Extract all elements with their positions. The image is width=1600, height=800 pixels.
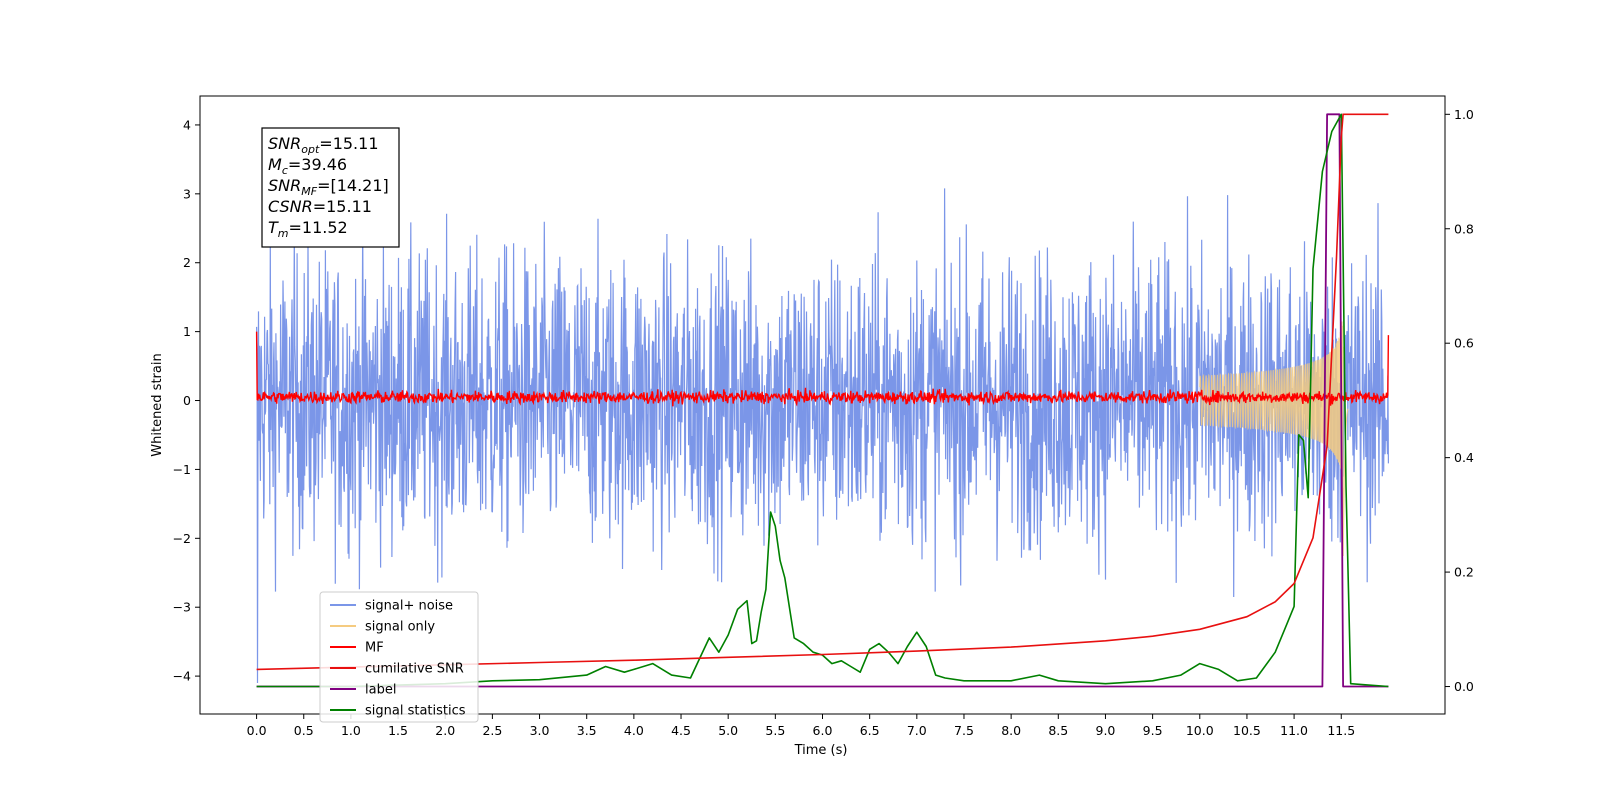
info-value: =11.52 [289, 218, 348, 237]
x-tick-label: 2.0 [435, 723, 455, 738]
x-tick-label: 10.5 [1233, 723, 1261, 738]
info-lines: SNRopt=15.11Mc=39.46SNRMF=[14.21]CSNR=15… [268, 134, 389, 240]
legend-label: MF [365, 641, 384, 656]
legend-label: label [365, 683, 396, 698]
info-symbol: CSNR [268, 197, 313, 216]
x-tick-label: 6.5 [860, 723, 880, 738]
info-subscript: MF [301, 185, 317, 198]
info-symbol: M [268, 155, 282, 174]
info-line: SNRMF=[14.21] [268, 176, 389, 198]
x-tick-label: 7.0 [907, 723, 927, 738]
y2-tick-label: 0.4 [1454, 450, 1474, 465]
x-tick-label: 7.5 [954, 723, 974, 738]
x-tick-label: 9.5 [1143, 723, 1163, 738]
x-tick-label: 1.5 [388, 723, 408, 738]
info-value: =15.11 [319, 134, 378, 153]
legend-label: signal only [365, 620, 435, 635]
y-tick-label: 2 [183, 255, 191, 270]
y2-tick-label: 0.0 [1454, 679, 1474, 694]
legend-label: signal statistics [365, 704, 466, 719]
series-signal-statistics [256, 113, 1389, 688]
y-tick-label: −1 [173, 462, 191, 477]
y-tick-label: 4 [183, 117, 191, 132]
series-signal-noise [256, 188, 1390, 684]
series-label [256, 113, 1389, 688]
x-tick-label: 8.5 [1048, 723, 1068, 738]
x-tick-label: 10.0 [1186, 723, 1214, 738]
info-symbol: T [268, 218, 279, 237]
info-value: =[14.21] [317, 176, 389, 195]
x-tick-label: 0.5 [294, 723, 314, 738]
info-value: =39.46 [288, 155, 347, 174]
series-signal-only [1199, 321, 1349, 557]
y-tick-label: −2 [173, 531, 191, 546]
info-line: SNRopt=15.11 [268, 134, 379, 156]
x-tick-label: 11.0 [1280, 723, 1308, 738]
y-axis-label: Whitened strain [150, 353, 165, 456]
x-axis-label: Time (s) [794, 743, 848, 758]
info-symbol: SNR [268, 176, 301, 195]
info-subscript: c [282, 164, 288, 177]
y2-tick-label: 1.0 [1454, 107, 1474, 122]
y2-tick-label: 0.8 [1454, 221, 1474, 236]
info-box-frame [261, 127, 400, 248]
x-tick-label: 3.5 [577, 723, 597, 738]
series-mf [255, 331, 1390, 407]
info-symbol: SNR [268, 134, 301, 153]
legend-frame [319, 591, 479, 723]
x-tick-label: 5.5 [765, 723, 785, 738]
y2-axis: 1.0 0.8 0.6 0.4 0.2 0.0 [1445, 107, 1474, 694]
x-tick-label: 0.0 [247, 723, 267, 738]
x-tick-label: 4.5 [671, 723, 691, 738]
info-subscript: opt [301, 143, 320, 156]
info-line: CSNR=15.11 [268, 197, 372, 216]
y-tick-label: −4 [173, 669, 191, 684]
legend: signal+ noise signal only MF cumilative SNR… [319, 591, 479, 723]
info-line: Mc=39.46 [268, 155, 347, 177]
x-tick-label: 2.5 [482, 723, 502, 738]
y-axis: 4 3 2 1 0 −1 −2 −3 −4 [173, 117, 200, 684]
series-cumilative-snr [256, 113, 1389, 671]
x-tick-label: 11.5 [1327, 723, 1355, 738]
series-layer [255, 113, 1390, 688]
x-tick-label: 9.0 [1096, 723, 1116, 738]
y-tick-label: 3 [183, 186, 191, 201]
x-tick-label: 1.0 [341, 723, 361, 738]
x-tick-label: 4.0 [624, 723, 644, 738]
legend-label: signal+ noise [365, 599, 453, 614]
y2-tick-label: 0.6 [1454, 336, 1474, 351]
info-value: =15.11 [313, 197, 372, 216]
x-tick-label: 6.0 [813, 723, 833, 738]
y-tick-label: −3 [173, 600, 191, 615]
x-tick-label: 5.0 [718, 723, 738, 738]
x-tick-label: 8.0 [1001, 723, 1021, 738]
y2-tick-label: 0.2 [1454, 565, 1474, 580]
legend-items: signal+ noise signal only MF cumilative SNR… [330, 599, 466, 719]
x-tick-label: 3.0 [530, 723, 550, 738]
info-subscript: m [278, 227, 289, 240]
info-line: Tm=11.52 [268, 218, 348, 240]
y-tick-label: 0 [183, 393, 191, 408]
x-axis: 0.0 0.5 1.0 1.5 2.0 2.5 3.0 3.5 4.0 4.5 5.0 5.5 6.0 6… [247, 714, 1355, 738]
info-box: SNRopt=15.11Mc=39.46SNRMF=[14.21]CSNR=15… [261, 127, 400, 248]
y-tick-label: 1 [183, 324, 191, 339]
legend-label: cumilative SNR [365, 662, 464, 677]
